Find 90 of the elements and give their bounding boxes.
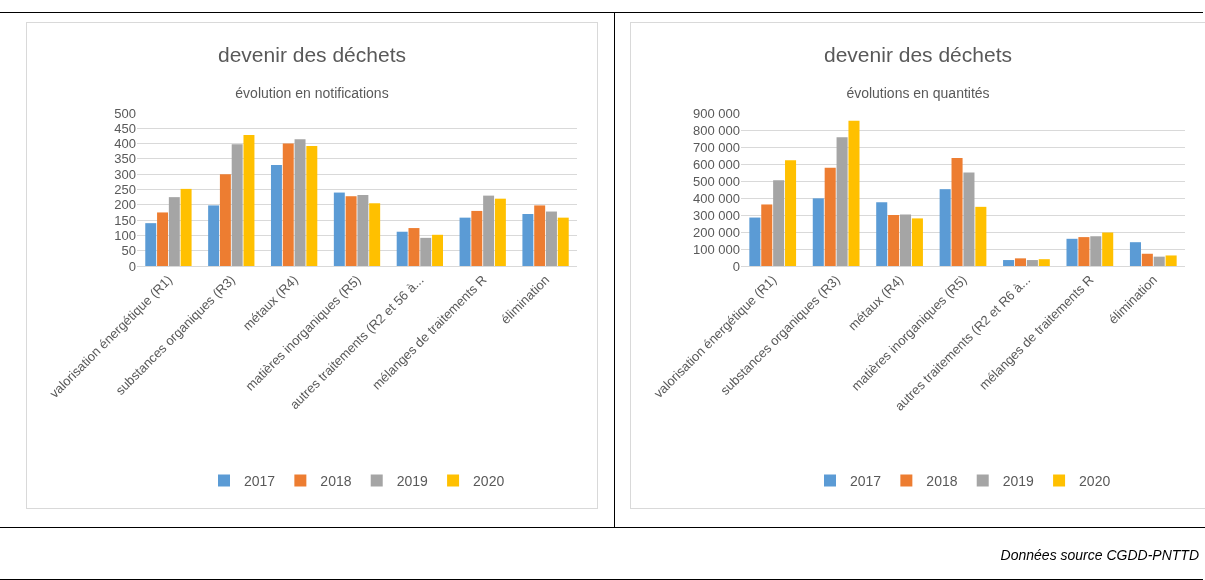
bar — [333, 192, 345, 266]
bar — [749, 217, 761, 266]
y-tick-label: 300 — [114, 166, 136, 182]
chart-subtitle: évolution en notifications — [235, 85, 389, 102]
bar — [951, 158, 963, 266]
bar — [899, 214, 912, 266]
bar — [231, 144, 243, 266]
y-tick-label: 500 — [114, 105, 136, 121]
bar — [459, 217, 471, 266]
bar — [1165, 255, 1177, 266]
bar — [1026, 260, 1038, 266]
bar — [270, 165, 282, 266]
bar — [1129, 242, 1141, 266]
bar — [157, 212, 169, 266]
y-tick-label: 100 — [114, 227, 136, 243]
bar — [483, 195, 495, 266]
y-tick-label: 500 000 — [693, 173, 740, 189]
y-tick-label: 400 000 — [693, 190, 740, 206]
legend-label: 2017 — [850, 472, 882, 489]
y-tick-label: 800 000 — [693, 122, 740, 138]
bar — [545, 211, 557, 266]
y-tick-label: 400 — [114, 136, 136, 152]
bar — [557, 217, 569, 266]
bar — [180, 188, 192, 266]
y-tick-label: 0 — [732, 258, 740, 274]
bar — [357, 195, 369, 266]
bar — [306, 146, 318, 266]
y-tick-label: 450 — [114, 120, 136, 136]
y-tick-label: 350 — [114, 151, 136, 167]
legend-label: 2018 — [926, 472, 958, 489]
legend-label: 2018 — [320, 472, 352, 489]
y-tick-label: 0 — [128, 258, 136, 274]
bar — [294, 139, 306, 266]
y-tick-label: 100 000 — [693, 241, 740, 257]
bar — [219, 174, 231, 266]
bar — [824, 167, 836, 266]
bar — [975, 206, 987, 266]
bar — [812, 198, 824, 266]
bar — [876, 202, 888, 266]
y-tick-label: 50 — [121, 243, 136, 259]
bar — [1066, 238, 1078, 266]
bar — [848, 120, 860, 266]
bar — [396, 231, 408, 266]
legend-label: 2017 — [244, 472, 276, 489]
bar — [534, 205, 546, 266]
bar — [773, 180, 785, 266]
y-tick-label: 300 000 — [693, 207, 740, 223]
bar — [345, 196, 357, 266]
bar — [761, 204, 773, 266]
bar — [208, 205, 220, 266]
bar — [1153, 256, 1165, 266]
bar — [911, 218, 923, 266]
y-tick-label: 200 000 — [693, 224, 740, 240]
chart-title: devenir des déchets — [218, 42, 406, 66]
y-tick-label: 200 — [114, 197, 136, 213]
y-tick-label: 150 — [114, 212, 136, 228]
bar — [1078, 237, 1090, 266]
legend-label: 2020 — [473, 472, 505, 489]
bar — [522, 213, 534, 266]
bar — [494, 198, 506, 266]
bar — [408, 228, 420, 266]
bar — [785, 160, 797, 266]
bar — [939, 189, 951, 266]
chart-subtitle: évolutions en quantités — [846, 85, 990, 102]
bar — [369, 203, 381, 266]
bar — [836, 137, 848, 266]
bar — [963, 172, 975, 266]
chart-title: devenir des déchets — [824, 42, 1012, 66]
y-tick-label: 600 000 — [693, 156, 740, 172]
bar — [1038, 259, 1050, 266]
bar — [888, 215, 900, 266]
bar — [243, 135, 255, 266]
legend-label: 2020 — [1079, 472, 1111, 489]
bar — [432, 234, 444, 266]
bar — [420, 237, 432, 266]
y-tick-label: 250 — [114, 182, 136, 198]
bar — [1102, 232, 1114, 266]
legend-label: 2019 — [1002, 472, 1035, 489]
bar — [145, 223, 157, 266]
bar — [168, 197, 180, 266]
text: Données source CGDD-PNTTD — [1000, 547, 1199, 563]
bar — [471, 210, 483, 266]
legend-label: 2019 — [396, 472, 429, 489]
y-tick-label: 900 000 — [693, 105, 740, 121]
bar — [1141, 253, 1153, 266]
bar — [282, 143, 294, 266]
bar — [1090, 236, 1102, 266]
y-tick-label: 700 000 — [693, 139, 740, 155]
bar — [1014, 258, 1027, 266]
bar — [1003, 260, 1015, 266]
